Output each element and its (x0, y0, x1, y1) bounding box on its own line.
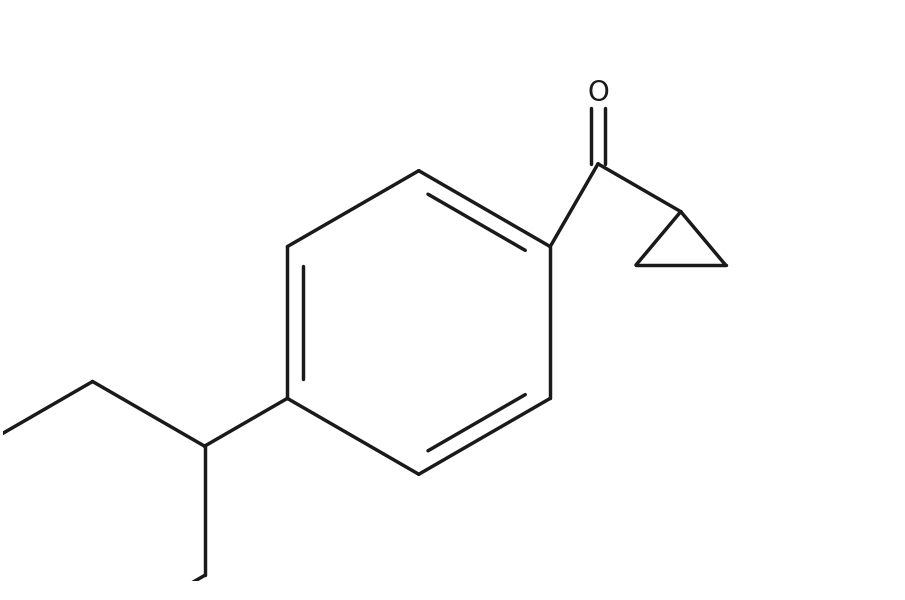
Text: O: O (587, 79, 609, 107)
